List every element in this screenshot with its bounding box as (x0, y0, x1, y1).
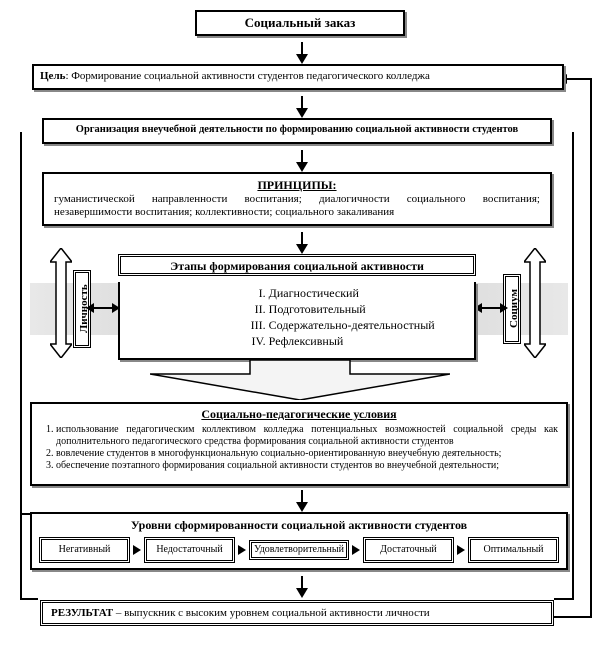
conditions-title: Социально-педагогические условия (40, 407, 558, 422)
stage-item: Содержательно-деятельностный (269, 318, 474, 333)
level-text: Недостаточный (156, 544, 222, 555)
feedback-line-bottom-h (552, 616, 592, 618)
arrow-3 (296, 162, 308, 172)
arrow-1 (296, 54, 308, 64)
organization-text: Организация внеучебной деятельности по ф… (76, 124, 518, 135)
level-text: Удовлетворительный (254, 544, 344, 555)
level-text: Достаточный (380, 544, 437, 555)
label-right-text: Социум (508, 290, 520, 329)
feedback-line-right-v (590, 78, 592, 618)
box-result: РЕЗУЛЬТАТ – выпускник с высоким уровнем … (40, 600, 554, 626)
outer-right-into-result (554, 598, 574, 600)
level-box: Достаточный (363, 537, 454, 563)
box-conditions: Социально-педагогические условия использ… (30, 402, 568, 486)
condition-item: обеспечение поэтапного формирования соци… (56, 460, 558, 472)
conditions-list: использование педагогическим коллективом… (56, 424, 558, 472)
levels-title: Уровни сформированности социальной актив… (38, 518, 560, 533)
stage-item: Диагностический (269, 286, 474, 301)
level-box: Недостаточный (144, 537, 235, 563)
stages-title-text: Этапы формирования социальной активности (170, 259, 424, 273)
stage-item: Подготовительный (269, 302, 474, 317)
box-organization: Организация внеучебной деятельности по ф… (42, 118, 552, 144)
level-box: Негативный (39, 537, 130, 563)
bidir-right (524, 248, 546, 358)
level-box: Удовлетворительный (249, 540, 349, 560)
principles-text: гуманистической направленности воспитани… (54, 193, 540, 219)
box-principles: ПРИНЦИПЫ: гуманистической направленности… (42, 172, 552, 226)
level-arrow (238, 545, 246, 555)
bidir-h-left (94, 307, 112, 309)
level-arrow (457, 545, 465, 555)
level-box: Оптимальный (468, 537, 559, 563)
arrow-6 (296, 502, 308, 512)
arrow-2 (296, 108, 308, 118)
goal-text: : Формирование социальной активности сту… (65, 70, 429, 82)
box-social-order: Социальный заказ (195, 10, 405, 36)
outer-left-into-result (20, 598, 38, 600)
big-arrow-down (150, 360, 450, 405)
condition-item: вовлечение студентов в многофункциональн… (56, 448, 558, 460)
level-arrow (352, 545, 360, 555)
result-label: РЕЗУЛЬТАТ (51, 607, 113, 619)
box-stages-title: Этапы формирования социальной активности (118, 254, 476, 276)
goal-label: Цель (40, 70, 65, 82)
bidir-left (50, 248, 72, 358)
social-order-text: Социальный заказ (245, 15, 356, 30)
arrow-4 (296, 244, 308, 254)
level-text: Негативный (59, 544, 111, 555)
outer-left-v (20, 132, 22, 600)
arrow-7 (296, 588, 308, 598)
bidir-h-right (482, 307, 500, 309)
flowchart-canvas: Социальный заказ Цель: Формирование соци… (0, 0, 600, 647)
principles-title: ПРИНЦИПЫ: (54, 178, 540, 193)
box-levels: Уровни сформированности социальной актив… (30, 512, 568, 570)
level-text: Оптимальный (483, 544, 543, 555)
box-goal: Цель: Формирование социальной активности… (32, 64, 564, 90)
level-arrow (133, 545, 141, 555)
stage-item: Рефлексивный (269, 334, 474, 349)
result-text: – выпускник с высоким уровнем социальной… (113, 607, 430, 619)
box-stages-body: Диагностический Подготовительный Содержа… (118, 282, 476, 360)
outer-right-v (572, 132, 574, 600)
condition-item: использование педагогическим коллективом… (56, 424, 558, 448)
stages-list: Диагностический Подготовительный Содержа… (120, 286, 474, 349)
